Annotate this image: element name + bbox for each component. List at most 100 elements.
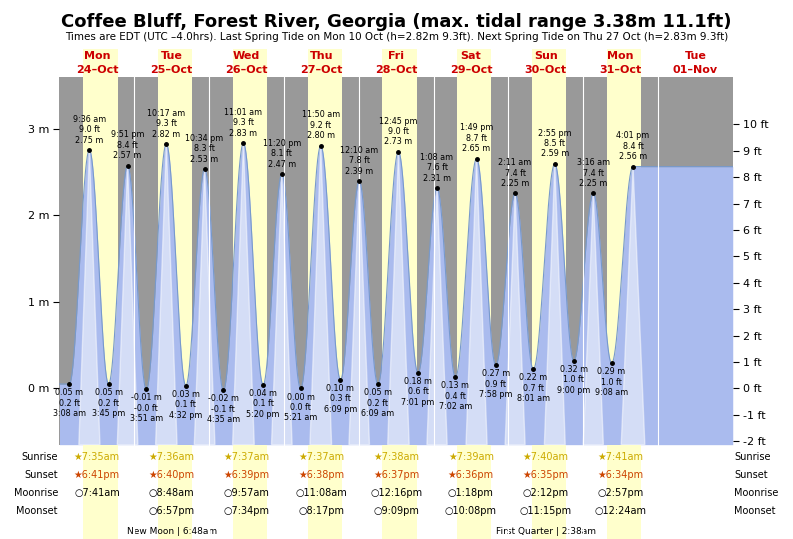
Text: Moonrise: Moonrise: [734, 488, 779, 498]
Text: Fri: Fri: [388, 51, 404, 61]
Polygon shape: [155, 144, 177, 445]
Text: ○12:24am: ○12:24am: [595, 506, 646, 516]
Bar: [83, 445, 117, 539]
Text: ★6:34pm: ★6:34pm: [597, 470, 644, 480]
Text: 0.18 m
0.6 ft
7:01 pm: 0.18 m 0.6 ft 7:01 pm: [401, 377, 435, 407]
Text: Tue: Tue: [161, 51, 182, 61]
Text: ○10:08pm: ○10:08pm: [445, 506, 497, 516]
Text: ○11:15pm: ○11:15pm: [519, 506, 572, 516]
Bar: [532, 77, 566, 445]
Text: Moonset: Moonset: [17, 506, 58, 516]
Text: Thu: Thu: [309, 51, 333, 61]
Polygon shape: [427, 188, 447, 445]
Text: Sat: Sat: [461, 51, 481, 61]
Text: ○7:41am: ○7:41am: [74, 488, 120, 498]
Text: 11:01 am
9.3 ft
2.83 m: 11:01 am 9.3 ft 2.83 m: [224, 108, 262, 137]
Text: 31–Oct: 31–Oct: [600, 65, 642, 75]
Text: Moonset: Moonset: [734, 506, 776, 516]
Text: ★7:35am: ★7:35am: [74, 452, 120, 462]
Text: Sunrise: Sunrise: [21, 452, 58, 462]
Polygon shape: [271, 175, 292, 445]
Bar: [607, 49, 641, 77]
Text: 28–Oct: 28–Oct: [375, 65, 417, 75]
Polygon shape: [505, 194, 525, 445]
Text: Moonrise: Moonrise: [13, 488, 58, 498]
Text: 26–Oct: 26–Oct: [225, 65, 268, 75]
Text: ★6:40pm: ★6:40pm: [148, 470, 195, 480]
Text: ★7:41am: ★7:41am: [597, 452, 644, 462]
Text: 0.22 m
0.7 ft
8:01 am: 0.22 m 0.7 ft 8:01 am: [517, 374, 550, 403]
Text: 0.13 m
0.4 ft
7:02 am: 0.13 m 0.4 ft 7:02 am: [439, 381, 472, 411]
Text: Sun: Sun: [534, 51, 557, 61]
Bar: [158, 445, 193, 539]
Text: ★7:36am: ★7:36am: [148, 452, 195, 462]
Bar: [382, 77, 417, 445]
Text: Sunset: Sunset: [734, 470, 768, 480]
Text: ○2:57pm: ○2:57pm: [597, 488, 644, 498]
Text: ★7:37am: ★7:37am: [298, 452, 344, 462]
Text: ★6:41pm: ★6:41pm: [74, 470, 120, 480]
Bar: [83, 49, 117, 77]
Bar: [83, 77, 117, 445]
Text: ★7:40am: ★7:40am: [523, 452, 569, 462]
Text: ○7:34pm: ○7:34pm: [224, 506, 270, 516]
Text: ○2:12pm: ○2:12pm: [523, 488, 569, 498]
Text: ○8:48am: ○8:48am: [149, 488, 194, 498]
Text: ○6:57pm: ○6:57pm: [148, 506, 195, 516]
Text: ★6:38pm: ★6:38pm: [298, 470, 344, 480]
Bar: [233, 77, 267, 445]
Polygon shape: [621, 167, 645, 445]
Bar: [158, 49, 193, 77]
Bar: [382, 49, 417, 77]
Text: 29–Oct: 29–Oct: [450, 65, 492, 75]
Text: ★7:37am: ★7:37am: [224, 452, 270, 462]
Text: -0.02 m
-0.1 ft
4:35 am: -0.02 m -0.1 ft 4:35 am: [207, 394, 240, 424]
Text: New Moon | 6:48am: New Moon | 6:48am: [127, 527, 216, 536]
Text: 0.05 m
0.2 ft
3:08 am: 0.05 m 0.2 ft 3:08 am: [52, 388, 86, 418]
Text: 10:34 pm
8.3 ft
2.53 m: 10:34 pm 8.3 ft 2.53 m: [186, 134, 224, 164]
Bar: [458, 49, 492, 77]
Polygon shape: [466, 159, 487, 445]
Polygon shape: [310, 146, 331, 445]
Text: 11:50 am
9.2 ft
2.80 m: 11:50 am 9.2 ft 2.80 m: [301, 110, 340, 140]
Bar: [308, 77, 342, 445]
Text: ★6:35pm: ★6:35pm: [523, 470, 569, 480]
Text: 0.05 m
0.2 ft
6:09 am: 0.05 m 0.2 ft 6:09 am: [362, 388, 394, 418]
Text: ★6:39pm: ★6:39pm: [224, 470, 270, 480]
Bar: [607, 445, 641, 539]
Text: 0.03 m
0.1 ft
4:32 pm: 0.03 m 0.1 ft 4:32 pm: [169, 390, 202, 420]
Text: ★6:36pm: ★6:36pm: [448, 470, 494, 480]
Text: 12:45 pm
9.0 ft
2.73 m: 12:45 pm 9.0 ft 2.73 m: [379, 116, 418, 147]
Text: Coffee Bluff, Forest River, Georgia (max. tidal range 3.38m 11.1ft): Coffee Bluff, Forest River, Georgia (max…: [61, 13, 732, 31]
Polygon shape: [79, 150, 100, 445]
Text: 4:01 pm
8.4 ft
2.56 m: 4:01 pm 8.4 ft 2.56 m: [616, 132, 649, 161]
Text: ★7:39am: ★7:39am: [448, 452, 494, 462]
Bar: [607, 77, 641, 445]
Text: ★6:37pm: ★6:37pm: [373, 470, 419, 480]
Text: 25–Oct: 25–Oct: [151, 65, 193, 75]
Polygon shape: [117, 166, 138, 445]
Bar: [233, 445, 267, 539]
Text: Mon: Mon: [607, 51, 634, 61]
Text: Sunset: Sunset: [25, 470, 58, 480]
Text: First Quarter | 2:38am: First Quarter | 2:38am: [496, 527, 596, 536]
Bar: [458, 77, 492, 445]
Text: 9:51 pm
8.4 ft
2.57 m: 9:51 pm 8.4 ft 2.57 m: [111, 130, 144, 160]
Polygon shape: [583, 194, 603, 445]
Text: 0.04 m
0.1 ft
5:20 pm: 0.04 m 0.1 ft 5:20 pm: [247, 389, 280, 419]
Polygon shape: [232, 143, 255, 445]
Polygon shape: [194, 169, 215, 445]
Text: 2:11 am
7.4 ft
2.25 m: 2:11 am 7.4 ft 2.25 m: [499, 158, 532, 188]
Polygon shape: [544, 164, 565, 445]
Text: 3:16 am
7.4 ft
2.25 m: 3:16 am 7.4 ft 2.25 m: [577, 158, 610, 188]
Text: ○9:09pm: ○9:09pm: [374, 506, 419, 516]
Text: 12:10 am
7.8 ft
2.39 m: 12:10 am 7.8 ft 2.39 m: [340, 146, 378, 176]
Bar: [532, 49, 566, 77]
Text: ★7:38am: ★7:38am: [373, 452, 419, 462]
Polygon shape: [349, 181, 370, 445]
Text: 11:20 pm
8.1 ft
2.47 m: 11:20 pm 8.1 ft 2.47 m: [262, 139, 301, 169]
Text: Sunrise: Sunrise: [734, 452, 771, 462]
Text: 0.29 m
1.0 ft
9:08 am: 0.29 m 1.0 ft 9:08 am: [595, 368, 628, 397]
Bar: [532, 445, 566, 539]
Text: -0.01 m
-0.0 ft
3:51 am: -0.01 m -0.0 ft 3:51 am: [130, 393, 163, 423]
